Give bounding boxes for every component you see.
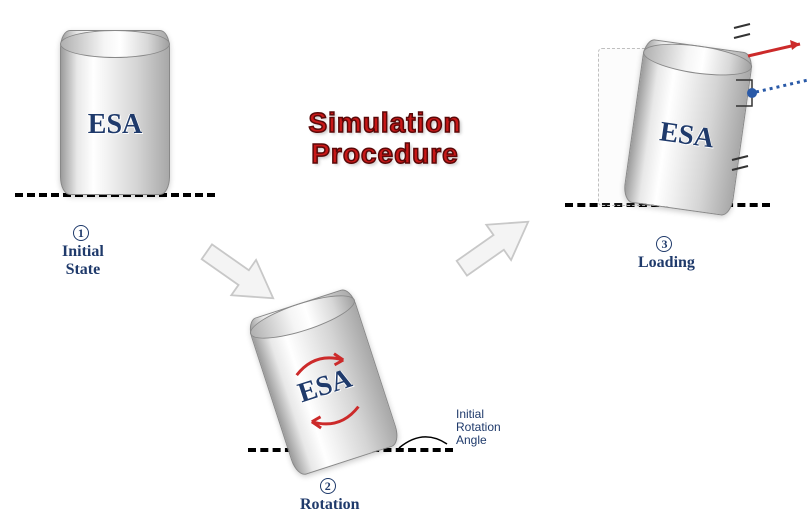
caption-num-1: 1	[73, 225, 89, 241]
caption-initial: 1 Initial State	[62, 225, 104, 279]
caption-text-1: Initial State	[62, 243, 104, 278]
load-annotations-icon	[708, 20, 812, 190]
rotation-arrows-icon	[266, 329, 389, 452]
caption-loading: 3 Loading	[638, 236, 695, 272]
angle-arc-icon	[395, 410, 455, 452]
caption-num-3: 3	[656, 236, 672, 252]
caption-num-2: 2	[320, 478, 336, 494]
title-line2: Procedure	[311, 138, 459, 169]
cylinder-label-initial: ESA	[61, 109, 169, 141]
title-line1: Simulation	[308, 107, 461, 138]
caption-text-3: Loading	[638, 254, 695, 271]
angle-label: Initial Rotation Angle	[456, 408, 501, 448]
flow-arrow-2-3	[441, 195, 549, 296]
diagram-title: Simulation Procedure	[275, 108, 495, 170]
caption-text-2: Rotation	[300, 496, 360, 513]
caption-rotation: 2 Rotation	[300, 478, 360, 514]
cylinder-initial: ESA	[60, 30, 170, 195]
